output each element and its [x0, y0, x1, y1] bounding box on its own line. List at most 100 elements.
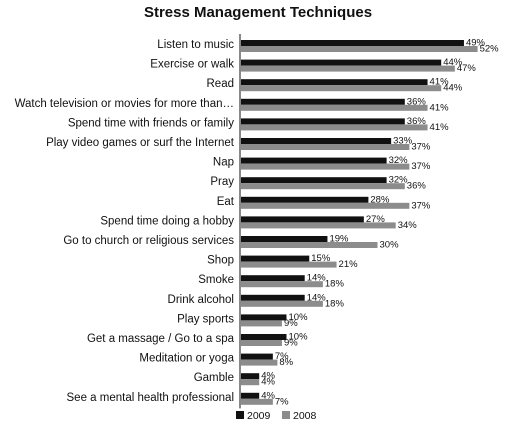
bar-2009	[241, 177, 387, 184]
data-label-2008: 18%	[325, 298, 345, 309]
category-label: Pray	[210, 176, 234, 188]
bar-2009	[241, 79, 428, 86]
legend-swatch-2009	[236, 411, 244, 419]
bar-2009	[241, 157, 387, 164]
category-label: Get a massage / Go to a spa	[87, 333, 235, 345]
bar-2008	[241, 183, 405, 190]
bar-2008	[241, 359, 278, 366]
data-label-2009: 19%	[329, 234, 349, 245]
bar-2009	[241, 59, 442, 66]
bar-2009	[241, 373, 260, 380]
bar-2009	[241, 255, 310, 262]
bar-2008	[241, 222, 396, 229]
category-label: Exercise or walk	[150, 59, 234, 71]
category-label: Play video games or surf the Internet	[46, 137, 235, 149]
data-label-2008: 30%	[380, 240, 400, 251]
data-label-2009: 41%	[430, 77, 450, 88]
data-label-2009: 15%	[311, 253, 331, 264]
bar-2008	[241, 163, 410, 170]
bar-2008	[241, 242, 378, 248]
data-label-2008: 37%	[411, 142, 431, 153]
category-label: Drink alcohol	[168, 294, 234, 306]
data-label-2009: 33%	[393, 136, 413, 147]
data-label-2008: 41%	[430, 102, 450, 113]
data-label-2008: 7%	[275, 396, 289, 407]
data-label-2009: 36%	[407, 116, 427, 127]
category-label: Eat	[217, 196, 235, 208]
bar-2009	[241, 138, 392, 144]
bar-2009	[241, 98, 405, 105]
bar-2008	[241, 85, 442, 92]
data-label-2009: 4%	[261, 390, 275, 401]
legend: 2009 2008	[236, 410, 317, 422]
data-label-2009: 32%	[389, 175, 409, 186]
data-label-2008: 36%	[407, 181, 427, 192]
category-label: Play sports	[177, 313, 234, 325]
bar-2008	[241, 300, 323, 307]
bar-2009	[241, 334, 287, 340]
data-label-2008: 44%	[443, 83, 463, 94]
category-label: Gamble	[194, 372, 234, 384]
data-label-2009: 36%	[407, 96, 427, 107]
category-label: Go to church or religious services	[63, 235, 234, 247]
bar-2008	[241, 340, 282, 346]
data-label-2008: 34%	[398, 220, 418, 231]
category-label: Smoke	[198, 274, 234, 286]
data-label-2009: 7%	[275, 351, 289, 362]
bar-2009	[241, 216, 364, 223]
data-label-2009: 32%	[389, 155, 409, 166]
data-label-2008: 37%	[411, 200, 431, 211]
category-label: Listen to music	[157, 39, 234, 51]
bar-2008	[241, 104, 428, 111]
bar-2008	[241, 46, 478, 52]
data-label-2008: 41%	[430, 122, 450, 133]
category-label: Meditation or yoga	[139, 353, 234, 365]
bar-2009	[241, 118, 405, 125]
data-label-2008: 52%	[480, 44, 500, 55]
data-label-2008: 47%	[457, 63, 477, 74]
bar-2008	[241, 124, 428, 131]
legend-swatch-2008	[282, 411, 290, 419]
data-label-2009: 14%	[307, 292, 327, 303]
bar-2009	[241, 236, 328, 242]
data-label-2009: 28%	[370, 194, 390, 205]
legend-label-2008: 2008	[293, 410, 317, 422]
bar-2009	[241, 392, 260, 399]
data-label-2008: 8%	[279, 357, 293, 368]
data-label-2008: 4%	[261, 377, 275, 388]
data-label-2009: 4%	[261, 371, 275, 382]
bar-2008	[241, 281, 323, 288]
plot-area: Listen to music 49%52% Exercise or walk 44%…	[15, 34, 500, 409]
bar-2009	[241, 40, 464, 46]
data-label-2009: 14%	[307, 273, 327, 284]
data-label-2009: 10%	[289, 332, 309, 343]
data-label-2008: 9%	[284, 318, 298, 329]
category-label: Shop	[207, 255, 234, 267]
legend-label-2009: 2009	[247, 410, 271, 422]
bar-2008	[241, 379, 260, 386]
category-label: Spend time doing a hobby	[100, 215, 234, 227]
data-label-2009: 27%	[366, 214, 386, 225]
bar-2009	[241, 314, 287, 321]
bar-2009	[241, 196, 369, 203]
category-label: Spend time with friends or family	[68, 117, 234, 129]
bar-2008	[241, 65, 455, 72]
bar-2009	[241, 353, 273, 360]
data-label-2009: 10%	[289, 312, 309, 323]
category-label: Watch television or movies for more than…	[15, 98, 234, 110]
category-label: See a mental health professional	[67, 392, 235, 404]
bar-2008	[241, 398, 273, 405]
bar-2008	[241, 261, 337, 268]
data-label-2008: 21%	[339, 259, 359, 270]
bar-2009	[241, 275, 305, 282]
chart-title: Stress Management Techniques	[144, 4, 372, 21]
bar-2009	[241, 294, 305, 301]
data-label-2008: 18%	[325, 279, 345, 290]
bar-2008	[241, 144, 410, 150]
data-label-2008: 9%	[284, 338, 298, 349]
data-label-2009: 49%	[466, 38, 486, 49]
bar-2008	[241, 202, 410, 209]
data-label-2008: 37%	[411, 161, 431, 172]
